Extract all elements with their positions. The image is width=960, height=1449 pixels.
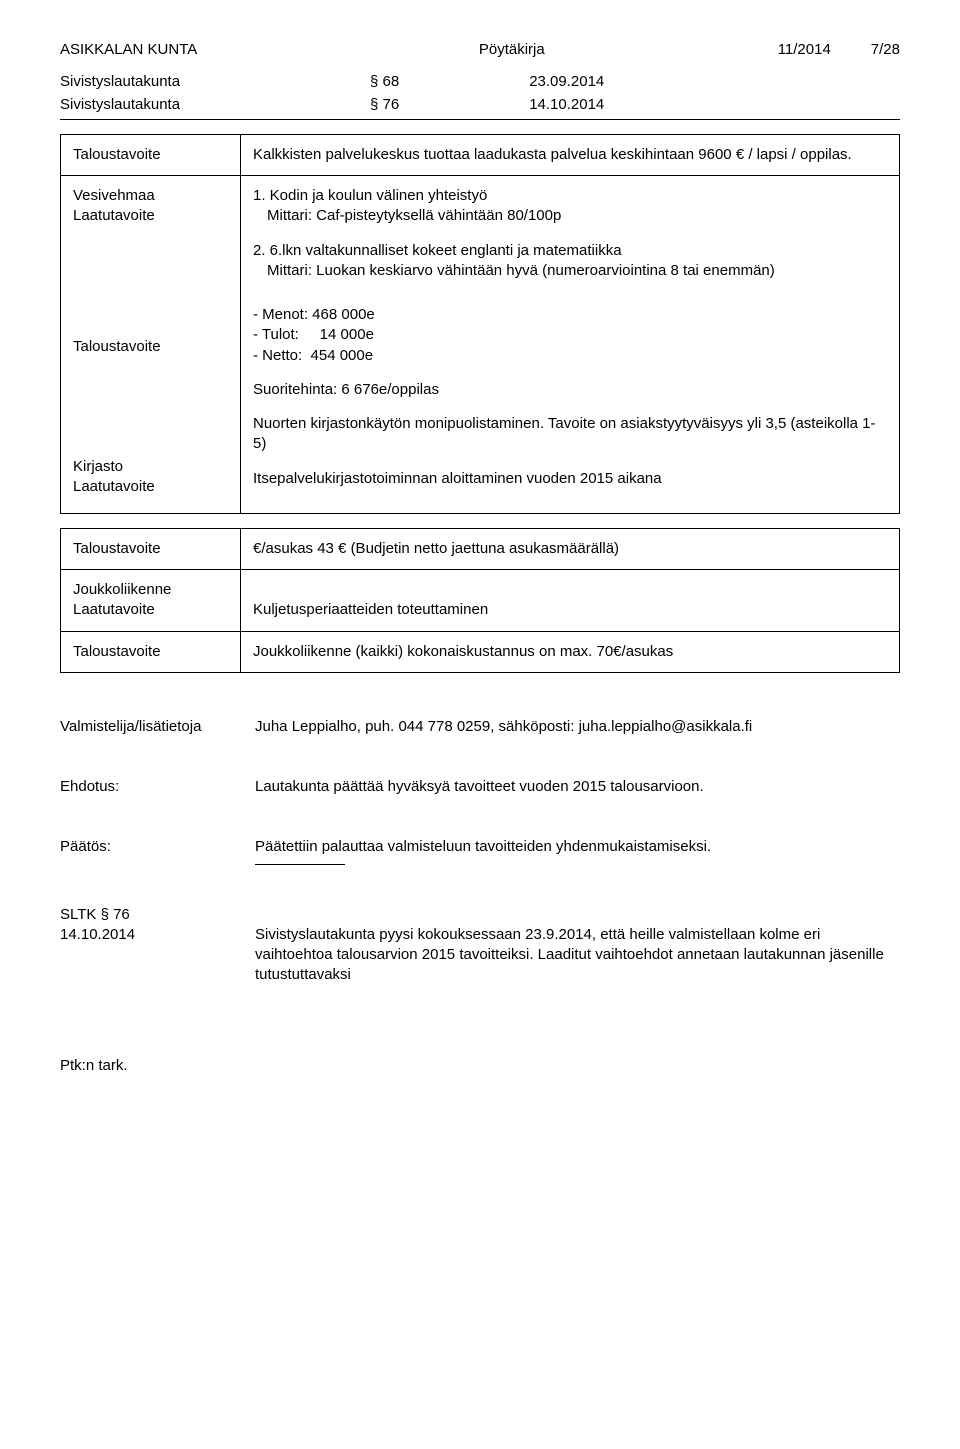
decision-row: Päätös: Päätettiin palauttaa valmisteluu… bbox=[60, 837, 900, 864]
section-ref: § 68 bbox=[370, 72, 399, 92]
header-underline bbox=[60, 119, 900, 120]
row-label: Taloustavoite bbox=[61, 528, 241, 569]
footer-text: Ptk:n tark. bbox=[60, 1056, 900, 1076]
row-body: €/asukas 43 € (Budjetin netto jaettuna a… bbox=[241, 528, 900, 569]
row-label: Taloustavoite bbox=[61, 631, 241, 672]
budget-line: - Tulot: 14 000e bbox=[253, 325, 887, 345]
row-label: Vesivehmaa bbox=[73, 186, 228, 206]
page-number: 7/28 bbox=[871, 40, 900, 60]
doc-number: 11/2014 bbox=[778, 40, 831, 60]
table-row: Joukkoliikenne Laatutavoite Kuljetusperi… bbox=[61, 570, 900, 632]
kirjasto-goal-2: Itsepalvelukirjastotoiminnan aloittamine… bbox=[253, 469, 887, 489]
budget-line: - Menot: 468 000e bbox=[253, 305, 887, 325]
preparer-label: Valmistelija/lisätietoja bbox=[60, 717, 235, 737]
committee-name: Sivistyslautakunta bbox=[60, 72, 240, 92]
preparer-body: Juha Leppialho, puh. 044 778 0259, sähkö… bbox=[255, 717, 900, 737]
preparer-row: Valmistelija/lisätietoja Juha Leppialho,… bbox=[60, 717, 900, 737]
committee-name: Sivistyslautakunta bbox=[60, 95, 240, 115]
row-body: Kuljetusperiaatteiden toteuttaminen bbox=[253, 600, 887, 620]
goal-item-metric: Mittari: Caf-pisteytyksellä vähintään 80… bbox=[253, 206, 887, 226]
row-body: Joukkoliikenne (kaikki) kokonaiskustannu… bbox=[241, 631, 900, 672]
goals-table-2: Taloustavoite €/asukas 43 € (Budjetin ne… bbox=[60, 528, 900, 673]
sltk-body: Sivistyslautakunta pyysi kokouksessaan 2… bbox=[255, 925, 900, 986]
goals-table-1: Taloustavoite Kalkkisten palvelukeskus t… bbox=[60, 134, 900, 514]
decision-label: Päätös: bbox=[60, 837, 235, 864]
row-sublabel: Laatutavoite bbox=[73, 477, 228, 497]
table-row: Vesivehmaa Laatutavoite Taloustavoite Ki… bbox=[61, 176, 900, 514]
goal-item-title: 1. Kodin ja koulun välinen yhteistyö bbox=[253, 186, 887, 206]
kirjasto-goal-1: Nuorten kirjastonkäytön monipuolistamine… bbox=[253, 414, 887, 455]
goal-item-title: 2. 6.lkn valtakunnalliset kokeet englant… bbox=[253, 241, 887, 261]
section-ref: § 76 bbox=[370, 95, 399, 115]
doc-type: Pöytäkirja bbox=[359, 40, 778, 60]
table-row: Taloustavoite €/asukas 43 € (Budjetin ne… bbox=[61, 528, 900, 569]
page-header: ASIKKALAN KUNTA Pöytäkirja 11/2014 7/28 bbox=[60, 40, 900, 60]
table-row: Taloustavoite Joukkoliikenne (kaikki) ko… bbox=[61, 631, 900, 672]
decision-underline bbox=[255, 864, 345, 865]
row-label: Taloustavoite bbox=[61, 134, 241, 175]
row-label: Joukkoliikenne bbox=[73, 580, 228, 600]
row-body: Kalkkisten palvelukeskus tuottaa laaduka… bbox=[241, 134, 900, 175]
row-sublabel: Laatutavoite bbox=[73, 206, 228, 226]
row-label: Kirjasto bbox=[73, 457, 228, 477]
section-date: 23.09.2014 bbox=[529, 72, 604, 92]
budget-line: - Netto: 454 000e bbox=[253, 346, 887, 366]
committee-block: Sivistyslautakunta § 68 23.09.2014 Sivis… bbox=[60, 72, 900, 115]
row-label: Taloustavoite bbox=[73, 337, 228, 357]
proposal-body: Lautakunta päättää hyväksyä tavoitteet v… bbox=[255, 777, 900, 797]
sltk-section: SLTK § 76 14.10.2014 Sivistyslautakunta … bbox=[60, 905, 900, 986]
goal-item-metric: Mittari: Luokan keskiarvo vähintään hyvä… bbox=[253, 261, 887, 281]
proposal-label: Ehdotus: bbox=[60, 777, 235, 797]
table-row: Taloustavoite Kalkkisten palvelukeskus t… bbox=[61, 134, 900, 175]
municipality-name: ASIKKALAN KUNTA bbox=[60, 40, 359, 60]
decision-body: Päätettiin palauttaa valmisteluun tavoit… bbox=[255, 837, 900, 857]
row-sublabel: Laatutavoite bbox=[73, 600, 228, 620]
unit-price: Suoritehinta: 6 676e/oppilas bbox=[253, 380, 887, 400]
section-date: 14.10.2014 bbox=[529, 95, 604, 115]
sltk-date: 14.10.2014 bbox=[60, 925, 235, 986]
sltk-label: SLTK § 76 bbox=[60, 905, 900, 925]
proposal-row: Ehdotus: Lautakunta päättää hyväksyä tav… bbox=[60, 777, 900, 797]
